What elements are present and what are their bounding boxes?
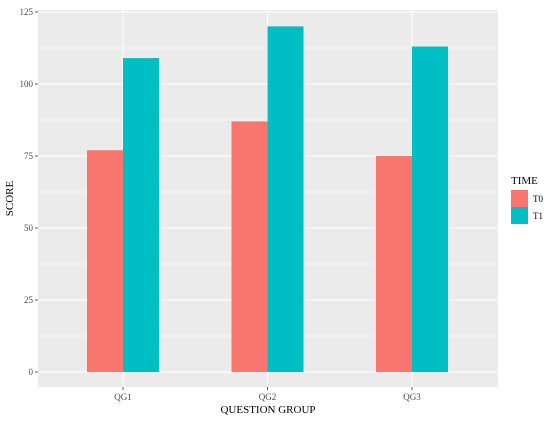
y-tick-label: 0 <box>29 367 34 377</box>
y-tick-label: 75 <box>24 151 34 161</box>
y-tick-label: 125 <box>20 7 34 17</box>
bar-qg3-t1 <box>412 46 448 373</box>
legend-items: T0 T1 <box>511 190 543 224</box>
x-tick-label: QG2 <box>259 392 277 402</box>
y-axis-title: SCORE <box>4 180 16 216</box>
y-tick-label: 50 <box>24 223 34 233</box>
bar-qg1-t1 <box>123 58 159 373</box>
legend-key-t1 <box>511 207 528 224</box>
x-axis-title: QUESTION GROUP <box>220 404 315 416</box>
bar-qg2-t0 <box>231 121 268 372</box>
x-axis-ticks: QG1 QG2 QG3 <box>114 387 421 402</box>
y-tick-label: 100 <box>20 79 34 89</box>
legend: TIME T0 T1 <box>511 175 543 224</box>
legend-key-t0 <box>511 190 528 207</box>
x-tick-label: QG1 <box>114 392 132 402</box>
legend-label-t0: T0 <box>533 194 543 204</box>
bars <box>87 26 448 373</box>
y-tick-label: 25 <box>24 295 34 305</box>
x-tick-label: QG3 <box>403 392 421 402</box>
bar-qg3-t0 <box>376 156 412 372</box>
bar-qg2-t1 <box>267 26 304 373</box>
bar-qg1-t0 <box>87 150 123 372</box>
y-axis-ticks: 0 25 50 75 100 125 <box>20 7 38 377</box>
legend-label-t1: T1 <box>533 211 543 221</box>
legend-title: TIME <box>511 175 538 187</box>
